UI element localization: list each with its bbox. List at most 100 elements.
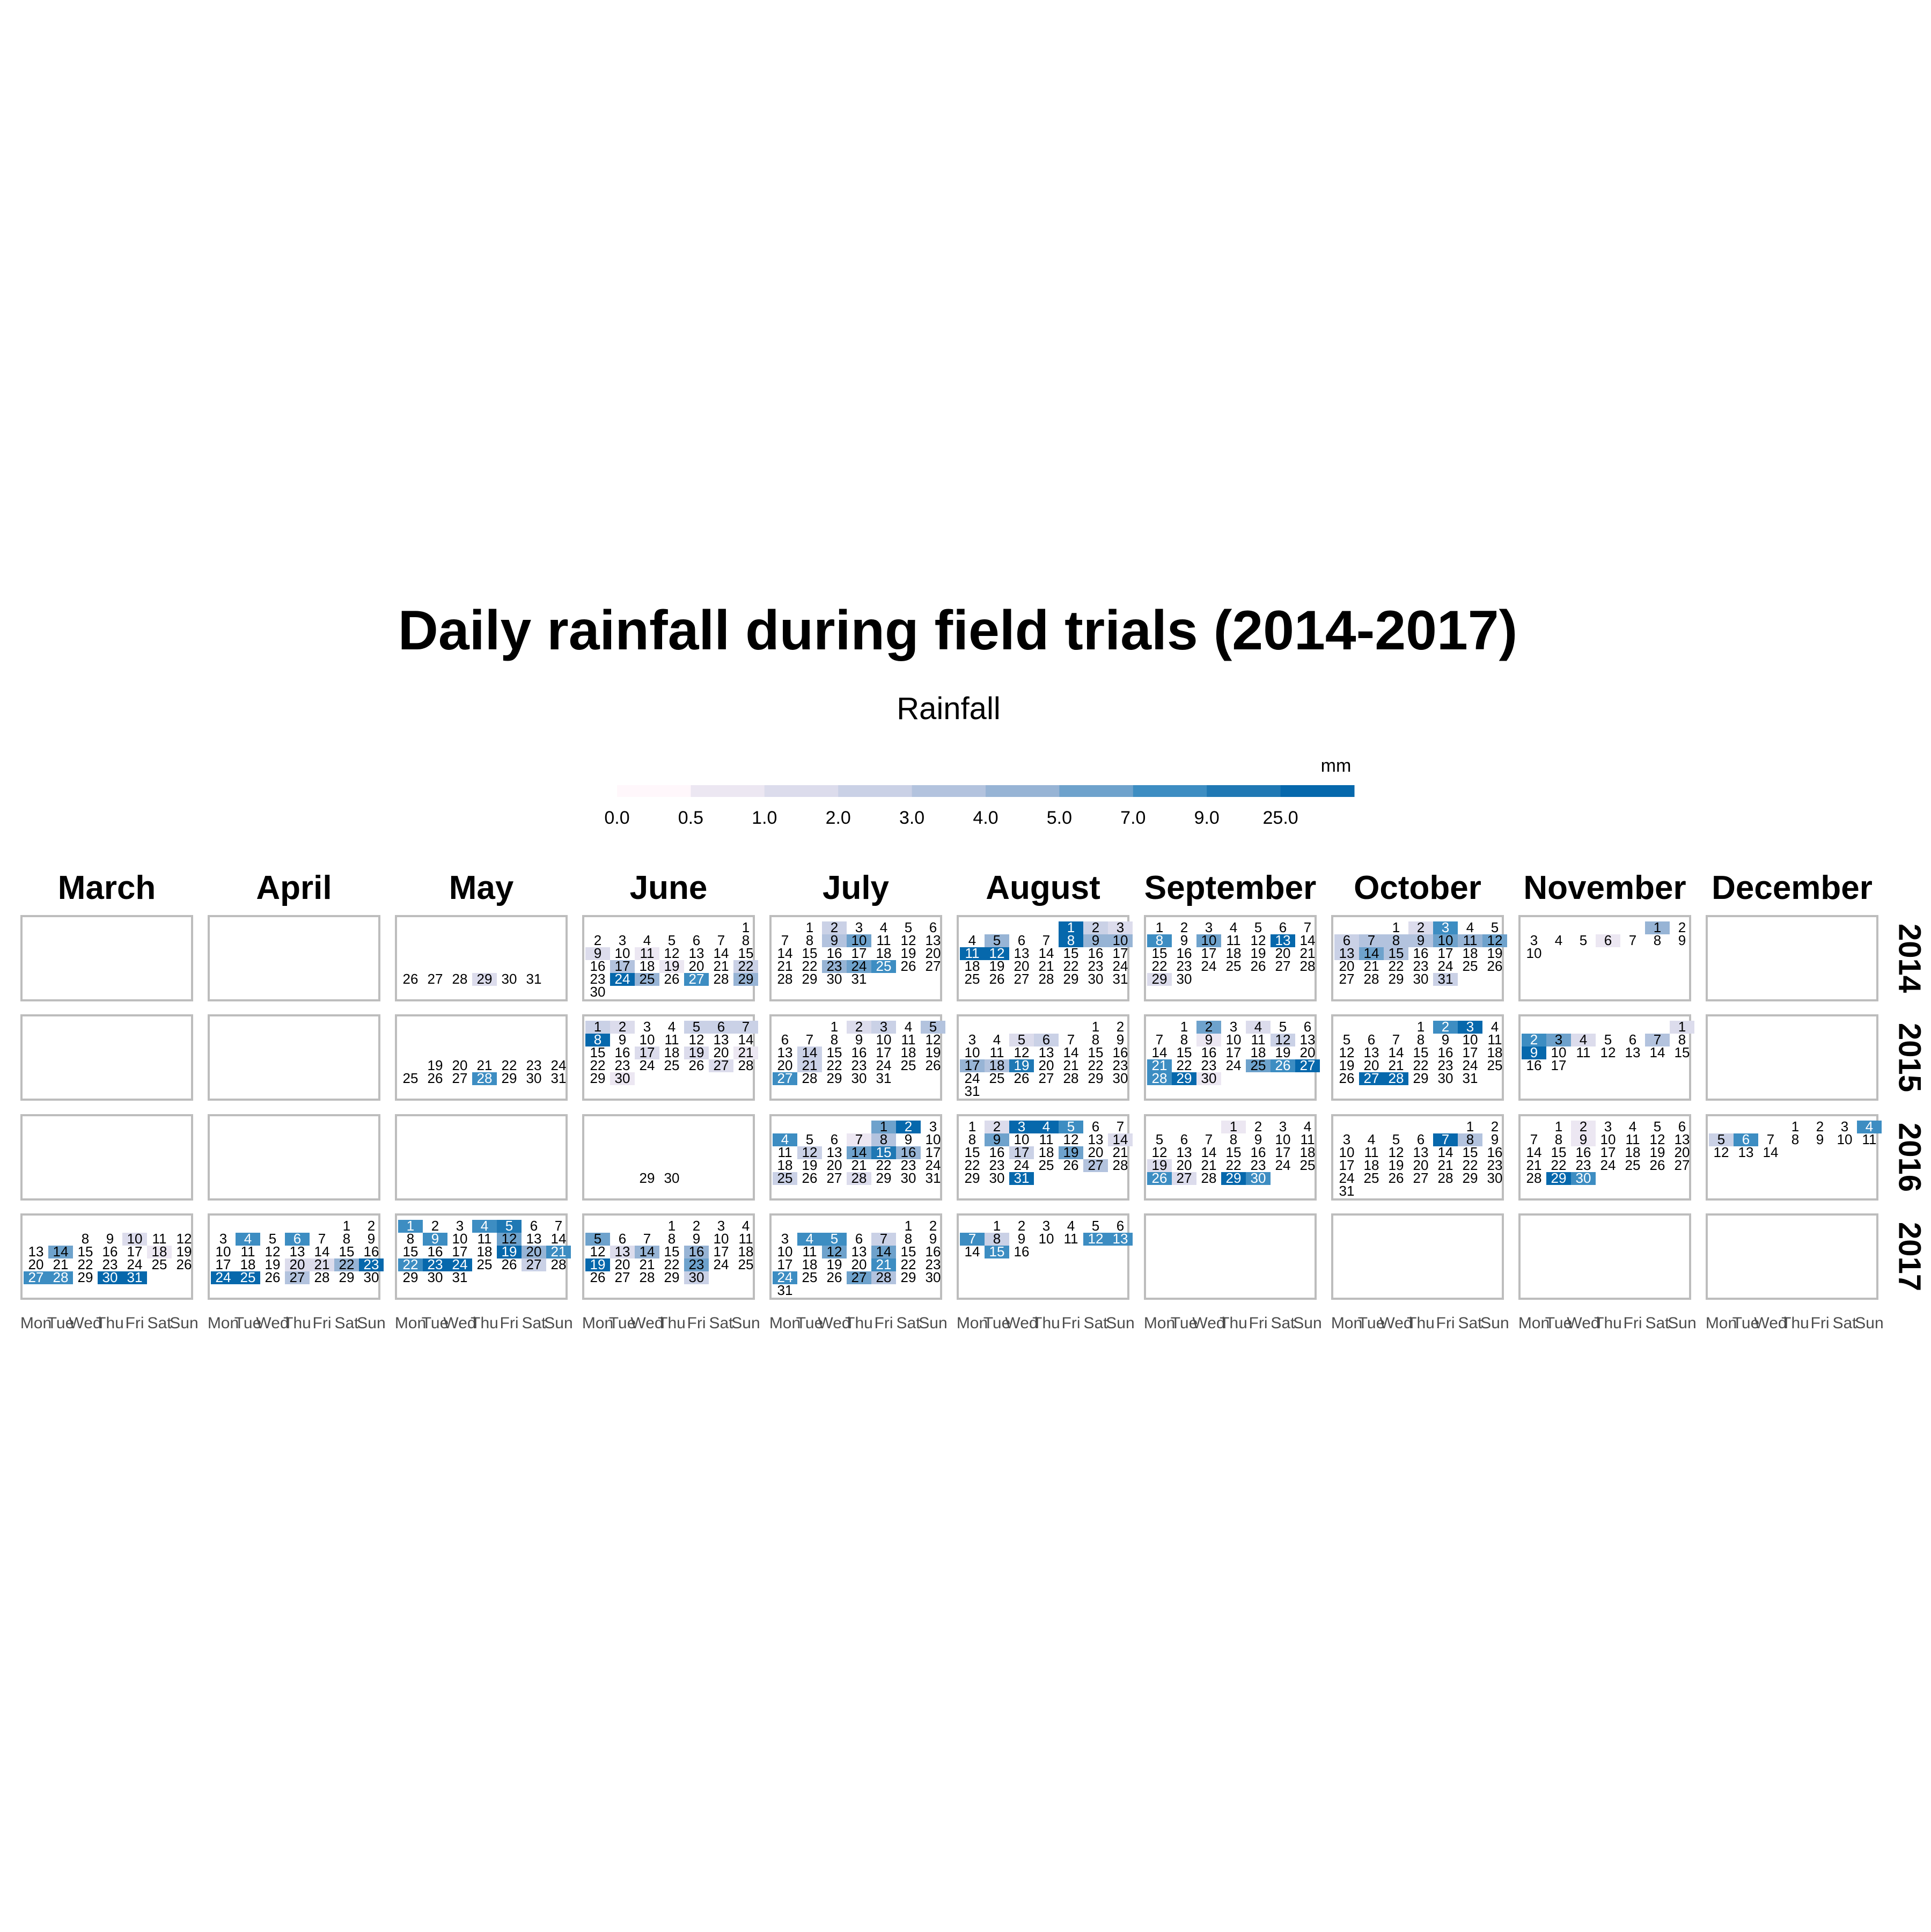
day-label: 30 — [1201, 1070, 1217, 1086]
weekday-label: Sat — [147, 1314, 172, 1332]
panel-frame — [582, 1114, 755, 1201]
day-label: 18 — [738, 1243, 754, 1260]
day-label: 26 — [926, 1057, 941, 1073]
day-label: 28 — [1300, 958, 1316, 974]
panel-frame — [769, 1213, 942, 1300]
day-label: 20 — [1039, 1057, 1054, 1073]
weekday-label: Sat — [1271, 1314, 1295, 1332]
rain-cell — [1009, 1146, 1034, 1159]
day-label: 12 — [1714, 1144, 1729, 1160]
day-label: 25 — [777, 1170, 793, 1186]
rain-cell — [985, 1121, 1009, 1133]
rain-cell — [822, 1246, 847, 1258]
day-label: 22 — [1463, 1157, 1478, 1173]
day-label: 21 — [802, 1057, 818, 1073]
day-label: 24 — [851, 958, 867, 974]
day-label: 24 — [1113, 958, 1128, 974]
weekday-label: Tue — [422, 1314, 449, 1332]
day-label: 13 — [851, 1243, 867, 1260]
day-label: 16 — [1201, 1044, 1217, 1060]
day-label: 13 — [1088, 1131, 1104, 1147]
day-label: 22 — [738, 958, 754, 974]
day-label: 31 — [876, 1070, 892, 1086]
day-label: 21 — [1201, 1157, 1217, 1173]
day-label: 2 — [1530, 1031, 1538, 1048]
rain-cell — [334, 1258, 359, 1271]
day-label: 15 — [827, 1044, 842, 1060]
day-label: 30 — [1413, 971, 1429, 987]
day-label: 1 — [1417, 1019, 1425, 1035]
panel-frame — [1518, 1014, 1691, 1101]
day-label: 7 — [1205, 1131, 1213, 1147]
day-label: 4 — [1629, 1118, 1636, 1135]
day-label: 11 — [739, 1231, 753, 1247]
day-label: 30 — [1576, 1170, 1591, 1186]
day-label: 29 — [502, 1070, 517, 1086]
day-label: 18 — [1251, 1044, 1266, 1060]
day-label: 17 — [640, 1044, 655, 1060]
panel-frame — [1144, 1014, 1317, 1101]
day-label: 30 — [526, 1070, 542, 1086]
day-label: 6 — [693, 932, 700, 948]
weekday-label: Sun — [1106, 1314, 1134, 1332]
day-label: 31 — [1113, 971, 1128, 987]
day-label: 20 — [1275, 945, 1291, 961]
day-label: 13 — [1113, 1231, 1128, 1247]
day-label: 19 — [1650, 1144, 1665, 1160]
day-label: 23 — [526, 1057, 542, 1073]
day-label: 31 — [1339, 1183, 1355, 1199]
day-label: 22 — [1152, 958, 1168, 974]
month-panel: 1 2 3 4 5 6 7 8 9 10 — [1518, 915, 1691, 1001]
day-label: 13 — [1300, 1031, 1316, 1048]
day-label: 3 — [855, 919, 863, 935]
day-label: 7 — [1392, 1031, 1400, 1048]
panel-frame — [1518, 1114, 1691, 1201]
rain-cell — [147, 1246, 172, 1258]
day-label: 8 — [1792, 1131, 1799, 1147]
day-label: 10 — [1438, 932, 1453, 948]
day-label: 21 — [1389, 1057, 1404, 1073]
day-label: 28 — [802, 1070, 818, 1086]
day-label: 12 — [989, 945, 1005, 961]
rain-cell — [1221, 1121, 1246, 1133]
rain-cell — [1433, 934, 1458, 947]
day-label: 6 — [1417, 1131, 1425, 1147]
day-label: 26 — [428, 1070, 443, 1086]
day-label: 5 — [594, 1231, 601, 1247]
day-label: 19 — [502, 1243, 517, 1260]
day-label: 17 — [777, 1256, 793, 1272]
day-label: 11 — [1364, 1144, 1379, 1160]
rain-cell — [610, 1246, 635, 1258]
day-label: 15 — [1152, 945, 1168, 961]
day-label: 3 — [1279, 1118, 1287, 1135]
rain-cell — [1857, 1121, 1882, 1133]
rain-cell — [423, 1233, 447, 1246]
day-label: 5 — [905, 919, 912, 935]
day-label: 28 — [551, 1256, 567, 1272]
rain-cell — [1645, 1034, 1670, 1046]
day-label: 19 — [1339, 1057, 1355, 1073]
day-label: 11 — [640, 945, 655, 961]
day-label: 3 — [717, 1218, 725, 1234]
legend-swatch — [1280, 785, 1355, 797]
day-label: 18 — [876, 945, 892, 961]
day-label: 13 — [290, 1243, 305, 1260]
day-label: 24 — [1226, 1057, 1242, 1073]
rain-cell — [1384, 947, 1408, 960]
day-label: 13 — [689, 945, 704, 961]
day-label: 13 — [827, 1144, 842, 1160]
day-label: 20 — [851, 1256, 867, 1272]
day-label: 19 — [827, 1256, 842, 1272]
day-label: 4 — [1866, 1118, 1873, 1135]
legend-swatch — [764, 785, 839, 797]
day-label: 19 — [664, 958, 680, 974]
day-label: 12 — [1063, 1131, 1079, 1147]
weekday-label: Thu — [1781, 1314, 1809, 1332]
day-label: 21 — [1113, 1144, 1128, 1160]
weekday-label: Thu — [1032, 1314, 1060, 1332]
rain-cell — [48, 1246, 73, 1258]
day-label: 9 — [1205, 1031, 1213, 1048]
day-label: 13 — [1039, 1044, 1054, 1060]
day-label: 30 — [689, 1269, 704, 1285]
